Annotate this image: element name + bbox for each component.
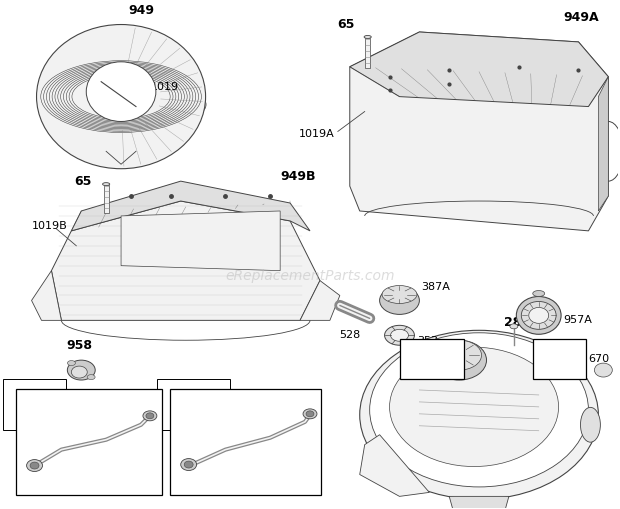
Text: 65: 65 [337, 17, 355, 31]
Text: 1019A: 1019A [299, 129, 335, 139]
Text: 528: 528 [339, 330, 360, 341]
Ellipse shape [391, 329, 409, 341]
Ellipse shape [370, 333, 588, 487]
Text: 949A: 949A [564, 11, 599, 24]
Text: 187A: 187A [175, 398, 211, 411]
Polygon shape [598, 77, 608, 211]
Text: 187: 187 [22, 398, 48, 411]
Polygon shape [350, 32, 608, 106]
FancyBboxPatch shape [533, 340, 587, 379]
Text: eReplacementParts.com: eReplacementParts.com [225, 269, 395, 282]
Ellipse shape [180, 459, 197, 470]
Text: 957: 957 [397, 385, 418, 395]
Text: 387A: 387A [422, 281, 450, 292]
Ellipse shape [580, 407, 600, 442]
Ellipse shape [436, 340, 482, 370]
Ellipse shape [184, 461, 193, 468]
Ellipse shape [146, 413, 154, 419]
Ellipse shape [595, 363, 613, 377]
Polygon shape [360, 435, 429, 496]
Ellipse shape [521, 301, 556, 329]
Ellipse shape [303, 409, 317, 419]
Bar [365, 38, 370, 68]
Text: 670: 670 [588, 354, 609, 364]
Ellipse shape [379, 287, 419, 315]
Ellipse shape [389, 347, 559, 467]
Polygon shape [71, 181, 310, 231]
Polygon shape [300, 280, 340, 320]
FancyBboxPatch shape [170, 389, 321, 495]
Text: 1019B: 1019B [32, 221, 68, 231]
Bar [104, 185, 108, 213]
Text: 188: 188 [547, 353, 573, 365]
Ellipse shape [143, 411, 157, 421]
Text: 972: 972 [419, 353, 445, 365]
Ellipse shape [87, 375, 95, 380]
Text: 958: 958 [66, 339, 92, 352]
Ellipse shape [510, 324, 518, 329]
Polygon shape [450, 496, 509, 509]
Ellipse shape [68, 360, 76, 365]
Text: 284: 284 [504, 316, 530, 329]
FancyBboxPatch shape [16, 389, 162, 495]
Ellipse shape [384, 325, 414, 345]
Ellipse shape [37, 24, 206, 168]
Ellipse shape [30, 462, 39, 469]
Ellipse shape [382, 286, 417, 303]
Polygon shape [350, 32, 608, 231]
Ellipse shape [364, 36, 371, 39]
Ellipse shape [360, 330, 598, 499]
Text: 949B: 949B [280, 169, 316, 183]
Ellipse shape [529, 307, 549, 323]
Ellipse shape [533, 291, 545, 297]
Polygon shape [32, 271, 61, 320]
Text: 949: 949 [128, 4, 154, 17]
Ellipse shape [27, 460, 43, 471]
Text: 65: 65 [74, 175, 91, 188]
Ellipse shape [102, 183, 110, 186]
Ellipse shape [432, 340, 487, 380]
Text: 1019: 1019 [151, 81, 179, 92]
Text: 957A: 957A [564, 316, 593, 325]
Polygon shape [121, 211, 280, 271]
Ellipse shape [306, 411, 314, 417]
Polygon shape [51, 201, 320, 320]
Ellipse shape [71, 366, 87, 378]
Ellipse shape [86, 62, 156, 122]
Text: 601: 601 [268, 485, 289, 494]
FancyBboxPatch shape [401, 340, 464, 379]
Text: 601: 601 [100, 485, 122, 494]
Text: 353: 353 [417, 336, 438, 346]
Ellipse shape [42, 80, 206, 129]
Ellipse shape [516, 297, 561, 334]
Ellipse shape [68, 360, 95, 380]
